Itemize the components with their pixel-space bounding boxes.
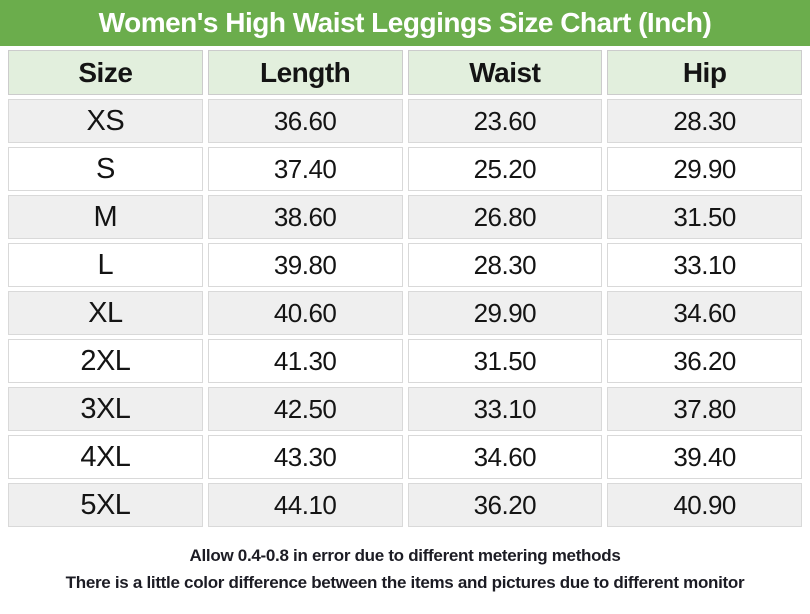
table-header-row: Size Length Waist Hip bbox=[8, 50, 802, 95]
size-cell: M bbox=[8, 195, 203, 239]
waist-cell: 23.60 bbox=[407, 99, 603, 143]
table-row: S 37.40 25.20 29.90 bbox=[8, 147, 802, 191]
table-row: 4XL 43.30 34.60 39.40 bbox=[8, 435, 802, 479]
column-header-size: Size bbox=[8, 50, 203, 95]
length-cell: 39.80 bbox=[207, 243, 403, 287]
waist-cell: 26.80 bbox=[407, 195, 603, 239]
waist-cell: 25.20 bbox=[407, 147, 603, 191]
hip-cell: 29.90 bbox=[607, 147, 802, 191]
note-measurement-error: Allow 0.4-0.8 in error due to different … bbox=[189, 546, 621, 565]
hip-cell: 28.30 bbox=[607, 99, 802, 143]
note-color-difference: There is a little color difference betwe… bbox=[65, 573, 745, 592]
table-row: XS 36.60 23.60 28.30 bbox=[8, 99, 802, 143]
table-row: 3XL 42.50 33.10 37.80 bbox=[8, 387, 802, 431]
waist-cell: 31.50 bbox=[407, 339, 603, 383]
hip-cell: 37.80 bbox=[607, 387, 802, 431]
waist-cell: 36.20 bbox=[407, 483, 603, 527]
hip-cell: 33.10 bbox=[607, 243, 802, 287]
table-row: 5XL 44.10 36.20 40.90 bbox=[8, 483, 802, 527]
table-row: 2XL 41.30 31.50 36.20 bbox=[8, 339, 802, 383]
footnotes: Allow 0.4-0.8 in error due to different … bbox=[0, 531, 810, 596]
waist-cell: 33.10 bbox=[407, 387, 603, 431]
column-header-length: Length bbox=[207, 50, 403, 95]
length-cell: 40.60 bbox=[207, 291, 403, 335]
waist-cell: 34.60 bbox=[407, 435, 603, 479]
waist-cell: 29.90 bbox=[407, 291, 603, 335]
size-cell: 3XL bbox=[8, 387, 203, 431]
hip-cell: 31.50 bbox=[607, 195, 802, 239]
table-row: M 38.60 26.80 31.50 bbox=[8, 195, 802, 239]
table-row: XL 40.60 29.90 34.60 bbox=[8, 291, 802, 335]
size-cell: S bbox=[8, 147, 203, 191]
table-row: L 39.80 28.30 33.10 bbox=[8, 243, 802, 287]
size-chart-title-bar: Women's High Waist Leggings Size Chart (… bbox=[0, 0, 810, 46]
length-cell: 42.50 bbox=[207, 387, 403, 431]
length-cell: 43.30 bbox=[207, 435, 403, 479]
waist-cell: 28.30 bbox=[407, 243, 603, 287]
hip-cell: 39.40 bbox=[607, 435, 802, 479]
hip-cell: 40.90 bbox=[607, 483, 802, 527]
length-cell: 36.60 bbox=[207, 99, 403, 143]
size-chart-title: Women's High Waist Leggings Size Chart (… bbox=[98, 7, 712, 38]
size-cell: XL bbox=[8, 291, 203, 335]
size-cell: 2XL bbox=[8, 339, 203, 383]
length-cell: 44.10 bbox=[207, 483, 403, 527]
hip-cell: 34.60 bbox=[607, 291, 802, 335]
size-cell: L bbox=[8, 243, 203, 287]
size-cell: XS bbox=[8, 99, 203, 143]
column-header-hip: Hip bbox=[607, 50, 802, 95]
size-cell: 5XL bbox=[8, 483, 203, 527]
length-cell: 41.30 bbox=[207, 339, 403, 383]
column-header-waist: Waist bbox=[407, 50, 603, 95]
size-chart-table: Size Length Waist Hip XS 36.60 23.60 28.… bbox=[8, 50, 802, 527]
hip-cell: 36.20 bbox=[607, 339, 802, 383]
table-body: XS 36.60 23.60 28.30 S 37.40 25.20 29.90… bbox=[8, 99, 802, 527]
size-cell: 4XL bbox=[8, 435, 203, 479]
length-cell: 37.40 bbox=[207, 147, 403, 191]
length-cell: 38.60 bbox=[207, 195, 403, 239]
